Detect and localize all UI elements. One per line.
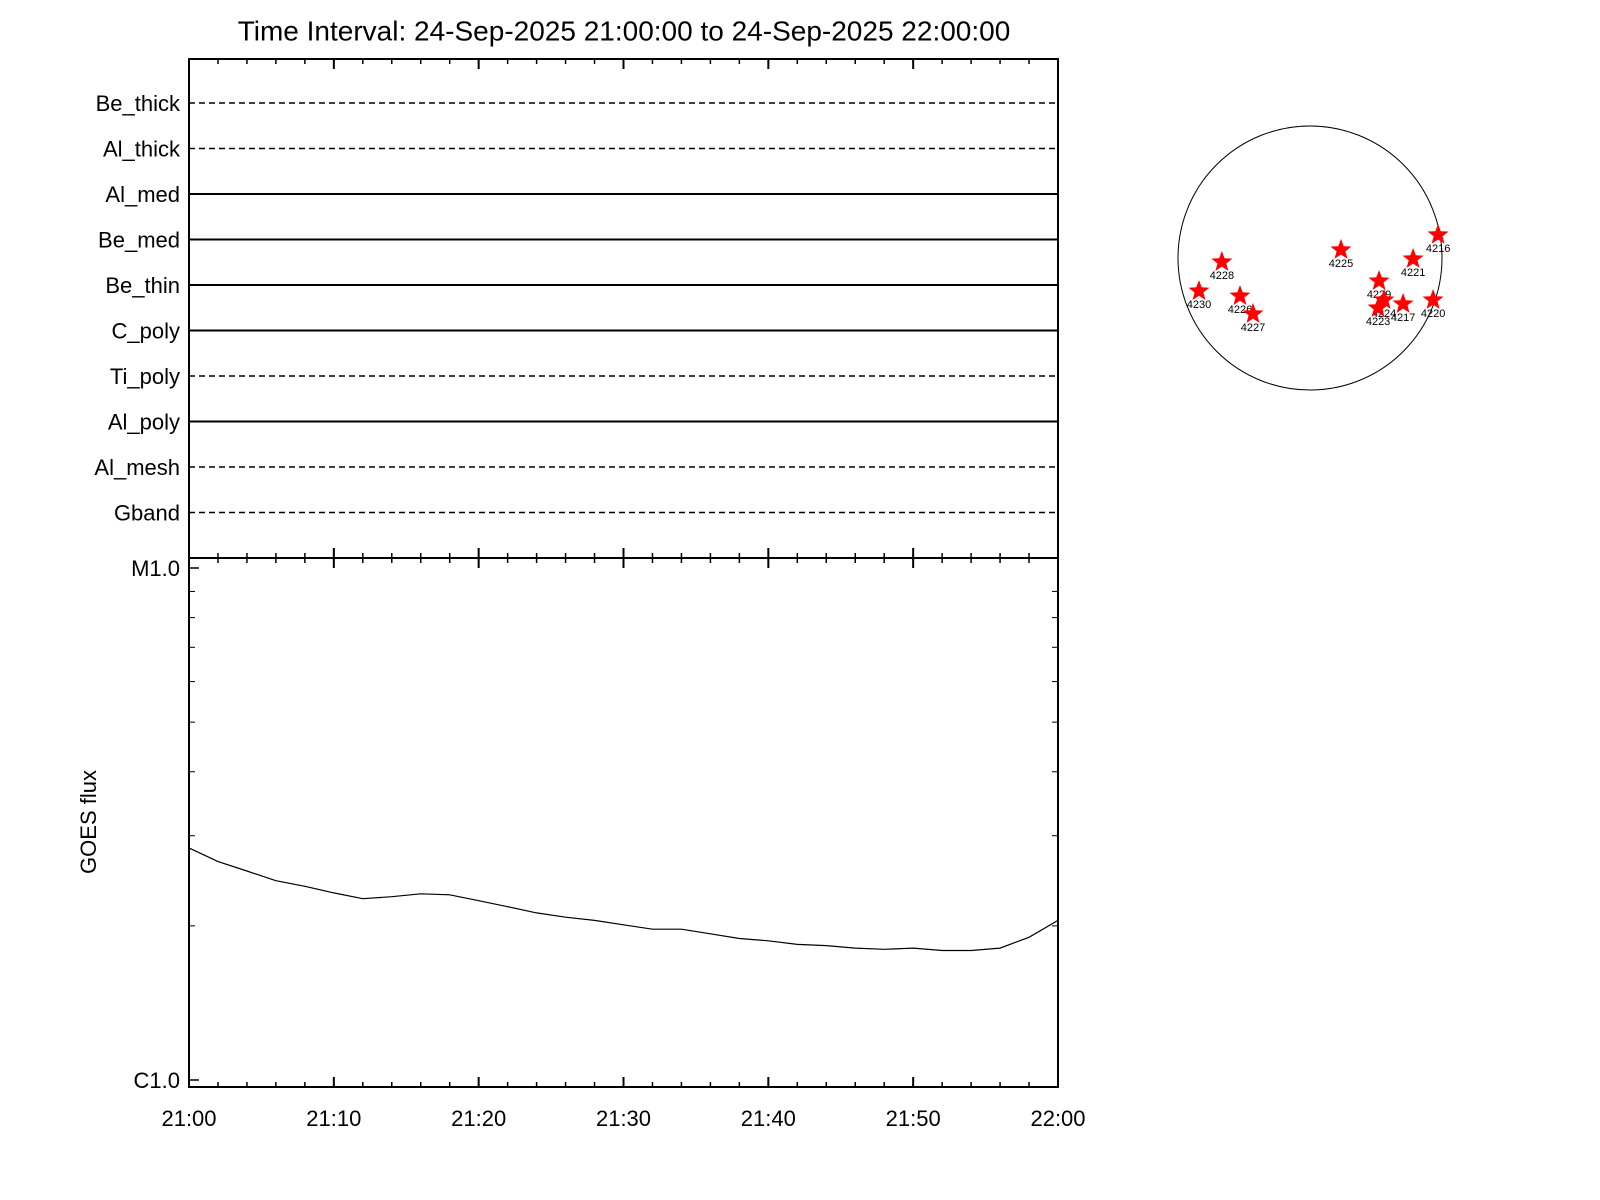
x-tick-label: 21:30 [596, 1106, 651, 1131]
filter-label: C_poly [112, 318, 180, 343]
region-label: 4217 [1391, 312, 1415, 324]
chart-title: Time Interval: 24-Sep-2025 21:00:00 to 2… [238, 15, 1011, 46]
filter-label: Al_poly [108, 409, 180, 434]
x-tick-label: 21:20 [451, 1106, 506, 1131]
region-marker [1427, 223, 1449, 244]
filter-label: Ti_poly [110, 364, 180, 389]
x-tick-label: 21:40 [741, 1106, 796, 1131]
region-marker [1367, 297, 1389, 317]
region-label: 4230 [1187, 299, 1211, 311]
filter-label: Be_thin [105, 273, 180, 298]
filter-label: Be_med [98, 227, 180, 252]
y-axis-label: GOES flux [76, 770, 101, 874]
y-tick-label: M1.0 [131, 556, 180, 581]
x-tick-label: 21:10 [306, 1106, 361, 1131]
x-tick-label: 22:00 [1030, 1106, 1085, 1131]
region-marker [1229, 285, 1251, 305]
region-marker [1422, 289, 1444, 309]
goes-panel [188, 557, 1059, 1088]
region-marker [1373, 289, 1395, 309]
region-marker [1368, 270, 1390, 290]
region-label: 4223 [1366, 316, 1390, 328]
region-marker [1242, 303, 1264, 323]
region-label: 4225 [1329, 258, 1353, 270]
region-label: 4221 [1401, 267, 1425, 279]
filter-label: Al_med [105, 182, 180, 207]
region-label: 4220 [1421, 308, 1445, 320]
x-tick-label: 21:00 [161, 1106, 216, 1131]
filter-label: Al_mesh [94, 455, 180, 480]
flux-line [188, 847, 1059, 952]
region-marker [1211, 251, 1233, 271]
region-marker [1188, 280, 1210, 300]
region-marker [1330, 238, 1352, 259]
region-label: 4227 [1241, 322, 1265, 334]
region-label: 4216 [1426, 243, 1450, 255]
region-marker [1402, 248, 1424, 268]
filter-label: Gband [114, 500, 180, 525]
region-marker [1392, 293, 1414, 313]
filter-panel [188, 58, 1059, 559]
filter-label: Al_thick [103, 136, 181, 161]
region-label: 4228 [1210, 270, 1234, 282]
x-tick-label: 21:50 [886, 1106, 941, 1131]
y-tick-label: C1.0 [134, 1068, 180, 1093]
filter-label: Be_thick [96, 91, 181, 116]
solar-disk [1177, 125, 1443, 391]
